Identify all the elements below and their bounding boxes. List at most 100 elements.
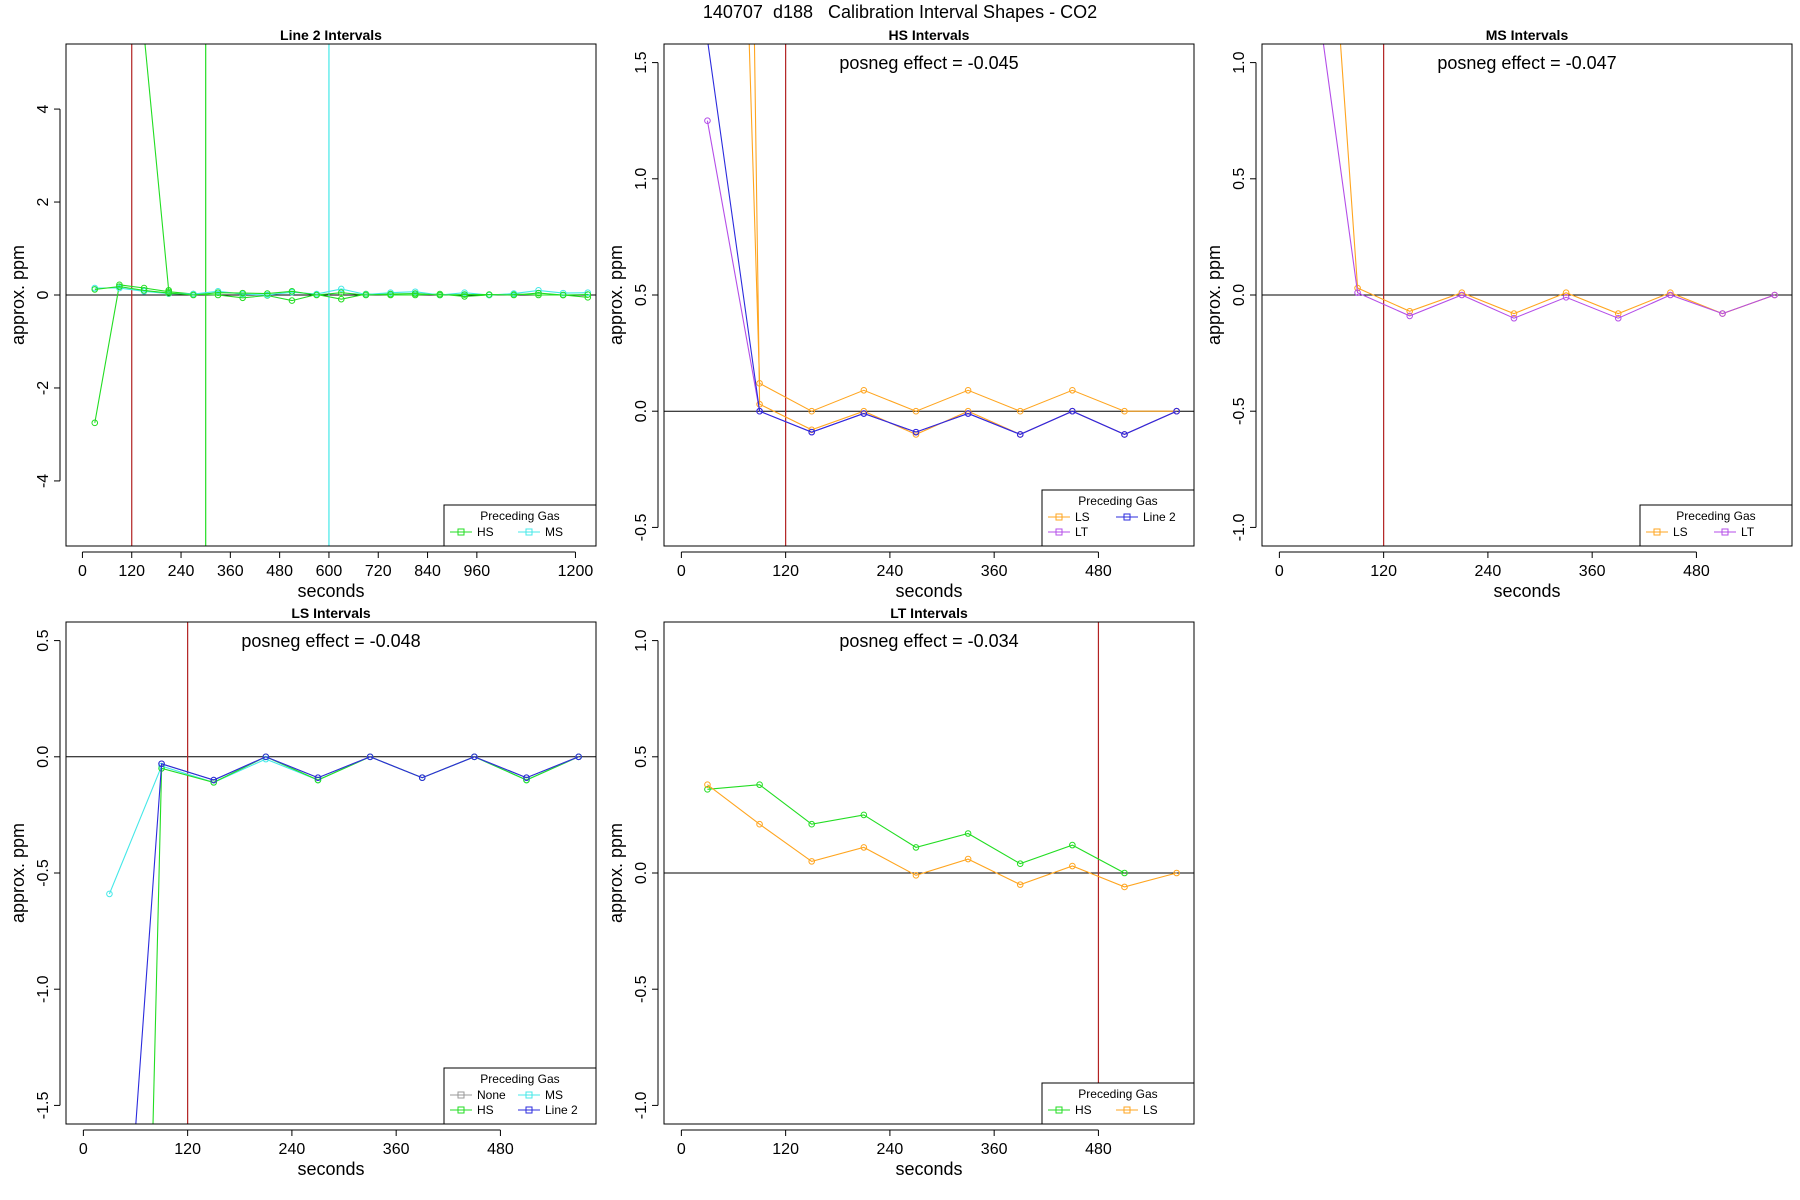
legend-swatch-marker bbox=[525, 1091, 533, 1099]
data-point bbox=[411, 288, 419, 296]
series-line-ls bbox=[753, 44, 1177, 436]
y-tick-label: -2 bbox=[35, 381, 52, 395]
data-point bbox=[1173, 869, 1180, 877]
legend-swatch-marker bbox=[1123, 1106, 1131, 1114]
x-tick-label: 480 bbox=[266, 563, 293, 580]
x-tick-label: 0 bbox=[1275, 563, 1284, 580]
y-tick-label: -1.0 bbox=[1231, 514, 1248, 542]
legend-box bbox=[443, 1067, 597, 1125]
legend-entry-label: MS bbox=[545, 525, 563, 539]
data-point bbox=[704, 117, 711, 124]
plot-frame bbox=[1261, 43, 1793, 547]
y-tick-label: 0.0 bbox=[1231, 284, 1248, 306]
data-point bbox=[1614, 310, 1622, 317]
legend: Preceding Gas None MS HS Line 2 bbox=[443, 1067, 597, 1125]
y-tick-label: 0.0 bbox=[633, 862, 650, 884]
series-line-hs bbox=[144, 44, 170, 291]
x-tick-label: 120 bbox=[118, 563, 145, 580]
data-point bbox=[1320, 37, 1326, 43]
series-line-ms bbox=[108, 756, 579, 895]
figure-title: 140707 d188 Calibration Interval Shapes … bbox=[702, 2, 1098, 22]
data-point bbox=[964, 855, 972, 863]
legend-entry-label: LS bbox=[1673, 525, 1688, 539]
y-tick-label: 1.5 bbox=[633, 51, 650, 73]
series-line-lt bbox=[1322, 44, 1775, 319]
legend-entry-label: MS bbox=[545, 1088, 563, 1102]
data-point bbox=[1069, 862, 1076, 870]
legend: Preceding Gas LS Line 2 LT bbox=[1041, 489, 1195, 547]
data-point bbox=[559, 291, 567, 299]
x-tick-label: 480 bbox=[1085, 563, 1112, 580]
panel-4: LS Intervals 0 120 240 360 480 seconds -1.5 -1.0… bbox=[8, 605, 597, 1179]
series-line-none bbox=[161, 756, 579, 781]
y-tick-label: 0.0 bbox=[633, 400, 650, 422]
data-point bbox=[1016, 860, 1024, 868]
data-point bbox=[1121, 883, 1128, 891]
legend-swatch-marker bbox=[525, 1106, 533, 1114]
data-point bbox=[140, 287, 148, 294]
data-point bbox=[436, 291, 444, 299]
data-point bbox=[314, 774, 322, 782]
x-tick-label: 240 bbox=[1475, 563, 1502, 580]
y-tick-label: -0.5 bbox=[1231, 397, 1248, 425]
legend-swatch-marker bbox=[457, 1106, 465, 1114]
legend-swatch-marker bbox=[1055, 528, 1063, 536]
legend-entry-label: LS bbox=[1143, 1103, 1158, 1117]
data-point bbox=[559, 289, 567, 297]
legend-entry-label: LT bbox=[1741, 525, 1755, 539]
data-point bbox=[1069, 407, 1076, 415]
series-line-ls bbox=[1339, 44, 1775, 315]
panel-title: Line 2 Intervals bbox=[280, 27, 382, 43]
y-tick-label: 1.0 bbox=[1231, 51, 1248, 73]
legend-swatch-marker bbox=[1721, 528, 1729, 536]
data-point bbox=[288, 297, 296, 304]
y-tick-label: 2 bbox=[35, 197, 52, 206]
legend-entry-label: None bbox=[477, 1088, 506, 1102]
legend-entry-label: LT bbox=[1075, 525, 1089, 539]
legend: Preceding Gas HS MS bbox=[443, 504, 597, 547]
data-point bbox=[964, 410, 972, 417]
data-point bbox=[752, 37, 758, 43]
y-axis-label: approx. ppm bbox=[1204, 245, 1224, 345]
x-tick-label: 480 bbox=[1085, 1141, 1112, 1158]
data-point bbox=[288, 287, 296, 295]
y-tick-label: -1.0 bbox=[633, 1092, 650, 1120]
data-point bbox=[756, 781, 763, 788]
data-point bbox=[1667, 291, 1674, 299]
data-point bbox=[1069, 386, 1076, 394]
x-tick-label: 0 bbox=[79, 1141, 88, 1158]
panel-2: HS Intervals 0 120 240 360 480 seconds -0.5 0.0 0… bbox=[606, 27, 1195, 601]
y-tick-label: 0.5 bbox=[633, 746, 650, 768]
x-tick-label: 120 bbox=[174, 1141, 201, 1158]
data-point bbox=[808, 858, 816, 865]
series-group bbox=[106, 753, 582, 1124]
y-tick-label: 1.0 bbox=[633, 168, 650, 190]
series-line-line-2 bbox=[707, 44, 1177, 436]
data-point bbox=[1458, 291, 1466, 299]
data-point bbox=[756, 820, 763, 828]
x-tick-label: 120 bbox=[1370, 563, 1397, 580]
legend: Preceding Gas LS LT bbox=[1639, 504, 1793, 547]
data-point bbox=[1510, 310, 1518, 317]
x-axis-label: seconds bbox=[297, 1159, 364, 1179]
x-tick-label: 240 bbox=[168, 563, 195, 580]
data-point bbox=[1614, 314, 1622, 322]
data-point bbox=[523, 774, 530, 782]
legend-title: Preceding Gas bbox=[1078, 1087, 1157, 1101]
data-point bbox=[418, 774, 426, 782]
y-tick-label: 0 bbox=[35, 290, 52, 299]
data-point bbox=[808, 820, 816, 828]
legend-swatch-marker bbox=[457, 1091, 465, 1099]
x-axis-label: seconds bbox=[1493, 581, 1560, 601]
data-point bbox=[912, 844, 920, 851]
panel-title: MS Intervals bbox=[1486, 27, 1569, 43]
data-point bbox=[366, 753, 374, 761]
legend-entry-label: Line 2 bbox=[545, 1103, 578, 1117]
legend-entry-label: LS bbox=[1075, 510, 1090, 524]
legend-swatch-marker bbox=[1123, 513, 1131, 521]
data-point bbox=[262, 753, 270, 761]
data-point bbox=[860, 844, 868, 851]
x-tick-label: 120 bbox=[772, 1141, 799, 1158]
y-tick-label: -0.5 bbox=[633, 975, 650, 1003]
plot-frame bbox=[663, 43, 1195, 547]
